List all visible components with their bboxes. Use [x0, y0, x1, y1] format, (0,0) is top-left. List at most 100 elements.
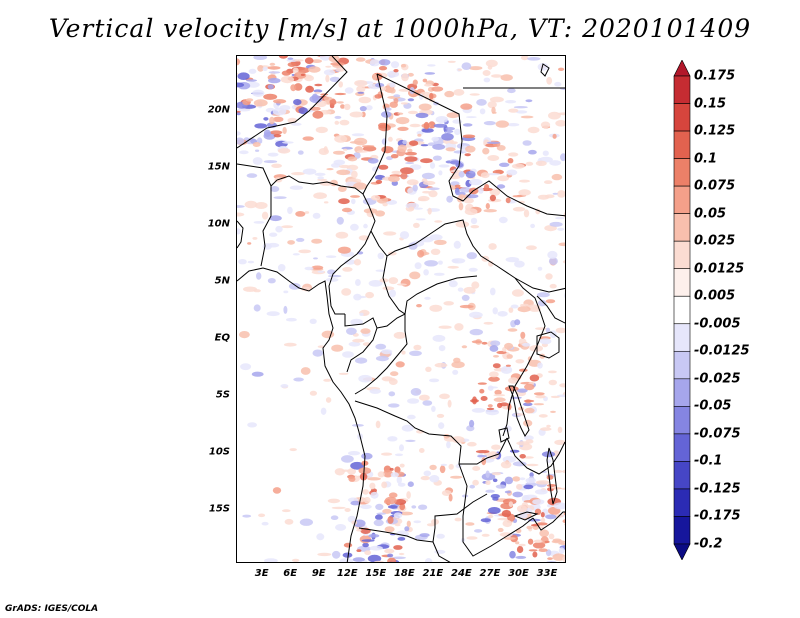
velocity-blob: [485, 203, 490, 210]
velocity-blob: [325, 397, 332, 403]
velocity-blob: [275, 225, 283, 233]
velocity-blob: [516, 505, 527, 513]
velocity-blob: [344, 87, 354, 94]
colorbar-segment: [673, 268, 691, 297]
velocity-blob: [471, 408, 486, 413]
velocity-blob: [362, 145, 375, 148]
velocity-blob: [261, 521, 269, 526]
velocity-blob: [283, 342, 297, 347]
velocity-blob: [390, 472, 399, 478]
velocity-blob: [356, 85, 366, 93]
velocity-blob: [421, 128, 434, 133]
velocity-blob: [537, 63, 549, 71]
lat-label: 10N: [207, 218, 230, 230]
velocity-blob: [407, 72, 414, 77]
velocity-blob: [378, 164, 389, 170]
velocity-blob: [429, 475, 440, 483]
velocity-blob: [362, 145, 377, 152]
colorbar-segment: [673, 103, 691, 132]
velocity-blob: [287, 240, 295, 245]
velocity-blob: [312, 212, 321, 219]
velocity-blob: [546, 424, 551, 428]
velocity-blob: [375, 210, 385, 217]
velocity-blob: [542, 150, 549, 156]
velocity-blob: [471, 281, 480, 289]
velocity-blob: [525, 477, 536, 484]
border-north-3: [362, 73, 388, 232]
velocity-blob: [339, 119, 350, 126]
velocity-blob: [408, 206, 415, 211]
colorbar-tick-label: -0.2: [694, 536, 723, 552]
velocity-blob: [437, 260, 443, 265]
velocity-blob: [516, 388, 528, 393]
velocity-blob: [389, 82, 396, 88]
velocity-blob: [446, 195, 453, 203]
velocity-blob: [537, 292, 550, 298]
velocity-blob: [406, 520, 411, 527]
velocity-blob: [510, 304, 519, 309]
velocity-blob: [348, 451, 360, 456]
velocity-blob: [496, 145, 506, 151]
velocity-blob: [269, 130, 283, 135]
colorbar-tick-label: -0.075: [694, 426, 741, 442]
velocity-blob: [242, 514, 252, 518]
velocity-blob: [462, 123, 473, 127]
velocity-blob: [287, 57, 294, 60]
velocity-blob: [302, 168, 317, 175]
velocity-blob: [508, 377, 519, 384]
velocity-blob: [419, 448, 425, 453]
velocity-blob: [545, 299, 556, 304]
velocity-blob: [347, 156, 358, 162]
velocity-blob: [349, 141, 364, 144]
velocity-blob: [507, 88, 516, 94]
velocity-blob: [472, 466, 481, 471]
velocity-blob: [252, 89, 265, 97]
velocity-blob: [329, 98, 337, 106]
velocity-blob: [401, 73, 409, 82]
velocity-blob: [513, 106, 528, 109]
velocity-blob: [348, 561, 355, 562]
velocity-blob: [319, 180, 333, 186]
border-angola-south: [358, 493, 488, 543]
velocity-blob: [407, 398, 420, 404]
velocity-blob: [482, 70, 491, 76]
velocity-blob: [563, 512, 565, 516]
velocity-blob: [463, 198, 474, 204]
velocity-blob: [447, 265, 459, 269]
velocity-blob: [323, 69, 335, 76]
velocity-blob: [489, 96, 504, 103]
velocity-blob: [557, 190, 565, 198]
colorbar-segment: [673, 516, 691, 545]
velocity-blob: [486, 141, 501, 144]
velocity-blob: [477, 454, 488, 458]
velocity-blob: [451, 361, 465, 369]
velocity-blob: [533, 392, 545, 396]
velocity-blob: [353, 182, 367, 190]
velocity-blob: [512, 461, 527, 467]
country-borders: [237, 56, 565, 562]
velocity-blob: [365, 105, 373, 111]
velocity-blob: [323, 201, 329, 204]
velocity-blob: [564, 523, 565, 526]
velocity-blob: [339, 558, 354, 562]
velocity-blob: [421, 172, 435, 180]
velocity-blob: [462, 134, 476, 139]
velocity-blob: [527, 57, 541, 61]
velocity-blob: [512, 476, 521, 482]
velocity-blob: [257, 65, 264, 72]
velocity-blob: [469, 311, 483, 318]
velocity-blob: [520, 115, 534, 119]
velocity-blob: [283, 290, 289, 294]
velocity-blob: [359, 106, 367, 112]
velocity-blob: [413, 222, 420, 228]
velocity-blob: [273, 196, 287, 200]
velocity-blob: [326, 168, 334, 171]
velocity-blob: [469, 328, 483, 336]
velocity-blob: [375, 343, 387, 350]
velocity-blob: [520, 331, 526, 339]
velocity-blob: [253, 304, 261, 312]
velocity-blob: [518, 189, 531, 196]
velocity-blob: [399, 511, 413, 516]
velocity-blob: [441, 133, 454, 141]
velocity-blob: [446, 112, 460, 119]
